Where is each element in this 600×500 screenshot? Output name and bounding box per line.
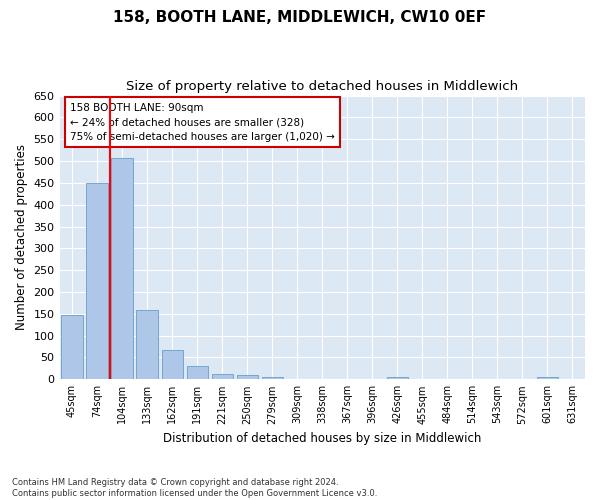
Title: Size of property relative to detached houses in Middlewich: Size of property relative to detached ho… — [126, 80, 518, 93]
Bar — [187, 366, 208, 380]
Bar — [387, 376, 408, 380]
Bar — [136, 310, 158, 380]
Bar — [212, 374, 233, 380]
Bar — [537, 376, 558, 380]
Text: 158, BOOTH LANE, MIDDLEWICH, CW10 0EF: 158, BOOTH LANE, MIDDLEWICH, CW10 0EF — [113, 10, 487, 25]
Bar — [236, 376, 258, 380]
Bar — [112, 158, 133, 380]
Bar — [262, 377, 283, 380]
Bar — [61, 314, 83, 380]
Text: 158 BOOTH LANE: 90sqm
← 24% of detached houses are smaller (328)
75% of semi-det: 158 BOOTH LANE: 90sqm ← 24% of detached … — [70, 102, 335, 142]
X-axis label: Distribution of detached houses by size in Middlewich: Distribution of detached houses by size … — [163, 432, 481, 445]
Text: Contains HM Land Registry data © Crown copyright and database right 2024.
Contai: Contains HM Land Registry data © Crown c… — [12, 478, 377, 498]
Y-axis label: Number of detached properties: Number of detached properties — [15, 144, 28, 330]
Bar — [161, 350, 183, 380]
Bar — [86, 183, 108, 380]
